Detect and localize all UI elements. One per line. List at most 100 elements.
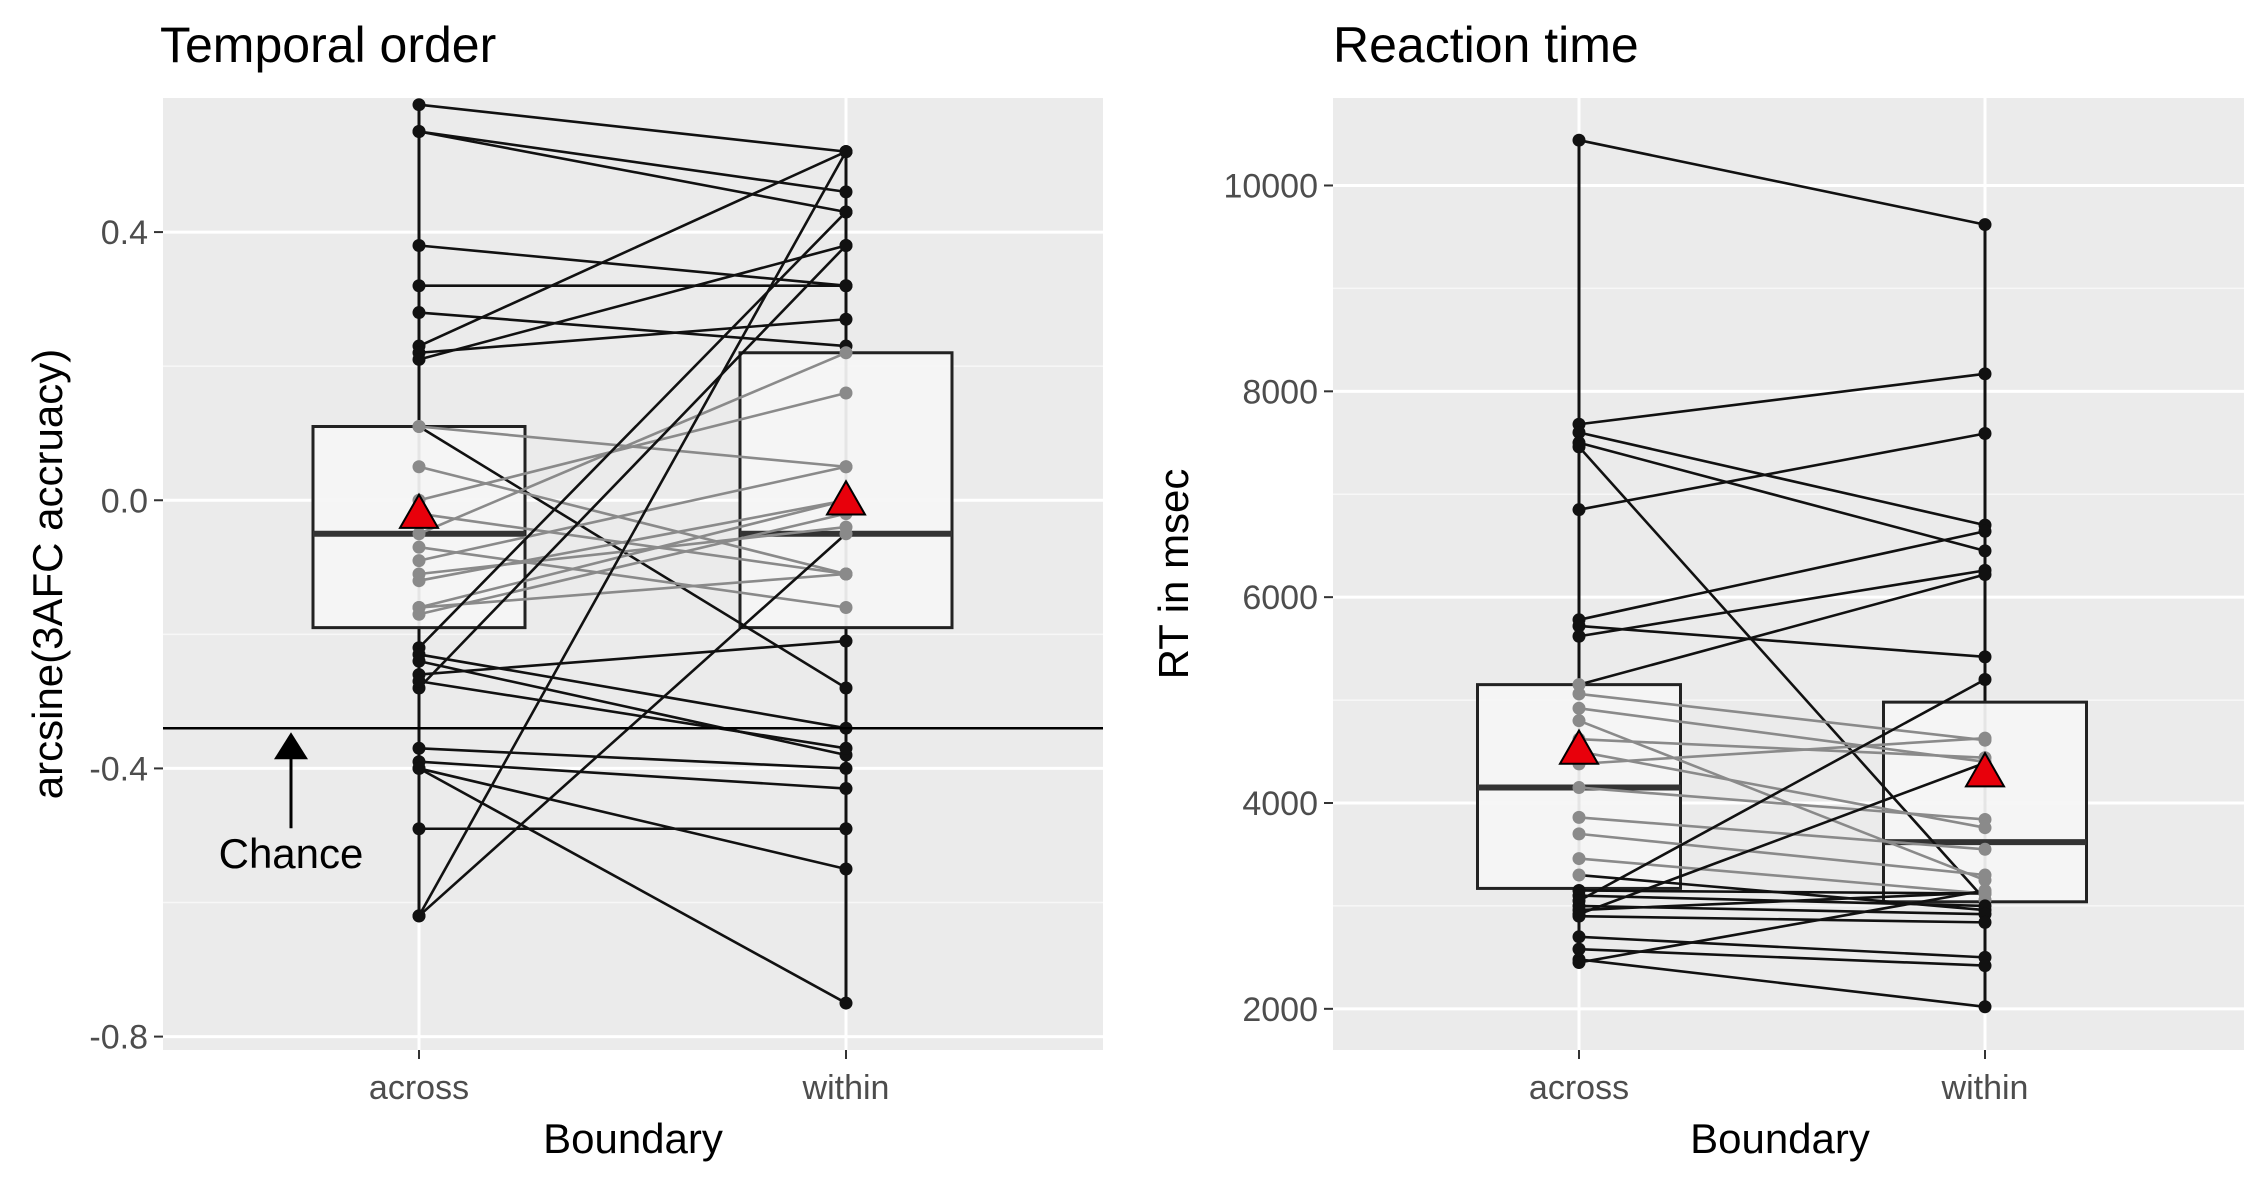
y-tick-labels: 2000 4000 6000 8000 10000 (1223, 167, 1333, 1029)
data-point (412, 125, 426, 139)
data-point (1572, 942, 1586, 956)
data-point (412, 909, 426, 923)
plot-content: Chance (163, 98, 1103, 1010)
data-point (412, 574, 426, 588)
paired-line (1578, 624, 1986, 659)
paired-line (418, 747, 847, 770)
x-axis-title: Boundary (543, 1115, 723, 1162)
data-point (1572, 678, 1586, 692)
y-axis-title: RT in msec (1150, 469, 1197, 680)
paired-line (1578, 832, 1986, 877)
data-point (839, 681, 853, 695)
paired-line (418, 572, 847, 609)
paired-line (1578, 138, 1986, 226)
paired-line (1578, 678, 1986, 902)
data-point (839, 205, 853, 219)
data-point (839, 601, 853, 615)
data-point (839, 741, 853, 755)
paired-line (418, 311, 847, 348)
y-tick-labels: -0.8 -0.4 0.0 0.4 (89, 214, 163, 1057)
plot-background (163, 98, 1103, 1050)
data-point (1978, 842, 1992, 856)
paired-line (1578, 707, 1986, 764)
data-point (1978, 544, 1992, 558)
y-tick-label: 0.0 (101, 482, 148, 520)
data-point (1572, 629, 1586, 643)
paired-line (418, 465, 847, 576)
paired-line (1578, 719, 1986, 882)
data-point (839, 460, 853, 474)
paired-line (418, 512, 847, 576)
y-tick-label: 2000 (1242, 991, 1318, 1029)
data-point (412, 306, 426, 320)
data-point (839, 386, 853, 400)
paired-line (418, 465, 847, 562)
paired-line (418, 512, 847, 616)
paired-line (417, 150, 848, 917)
data-point (1572, 133, 1586, 147)
panel-temporal-order: Temporal order Chance -0.8 -0.4 0.0 0.4 acr… (24, 17, 1103, 1162)
paired-line (418, 532, 847, 917)
data-point (1978, 427, 1992, 441)
data-point (839, 567, 853, 581)
data-point (1978, 568, 1992, 582)
data-point (839, 634, 853, 648)
paired-line (1578, 786, 1986, 821)
data-point (412, 822, 426, 836)
data-point (839, 782, 853, 796)
x-tick-label: across (369, 1069, 469, 1107)
data-point (1978, 367, 1992, 381)
data-point (839, 279, 853, 293)
paired-line (1578, 889, 1986, 964)
paired-line (418, 244, 847, 689)
y-tick-label: 6000 (1242, 579, 1318, 617)
panel-reaction-time: Reaction time 2000 4000 6000 8000 10000 acro… (1150, 17, 2244, 1162)
chart-title: Reaction time (1333, 17, 1639, 73)
y-tick-label: -0.4 (89, 750, 148, 788)
y-tick-label: 8000 (1242, 373, 1318, 411)
paired-line (1578, 947, 1986, 967)
x-tick-label: within (802, 1069, 890, 1107)
x-axis-title: Boundary (1690, 1115, 1870, 1162)
paired-line (1578, 816, 1986, 851)
paired-line (1578, 692, 1986, 742)
paired-line (418, 679, 847, 750)
x-tick-label: across (1529, 1069, 1629, 1107)
y-tick-label: 10000 (1223, 167, 1318, 205)
data-point (412, 674, 426, 688)
paired-line (1578, 432, 1986, 511)
x-tick-labels: across within (369, 1050, 890, 1107)
data-point (412, 527, 426, 541)
x-tick-labels: across within (1529, 1050, 2029, 1107)
x-tick-label: within (1941, 1069, 2029, 1107)
data-point (412, 654, 426, 668)
data-point (839, 238, 853, 252)
paired-line (1578, 431, 1986, 527)
paired-line (1578, 446, 1986, 901)
paired-line (418, 425, 847, 690)
paired-line (1578, 958, 1986, 1009)
y-tick-label: -0.8 (89, 1019, 148, 1057)
data-point (839, 185, 853, 199)
data-point (839, 862, 853, 876)
data-point (1572, 440, 1586, 454)
data-point (412, 98, 426, 112)
paired-line (418, 130, 847, 194)
data-point (1572, 701, 1586, 715)
paired-line (1578, 372, 1986, 426)
data-point (839, 312, 853, 326)
paired-line (1578, 737, 1986, 760)
y-tick-label: 4000 (1242, 785, 1318, 823)
data-point (1572, 781, 1586, 795)
data-point (1978, 883, 1992, 897)
data-point (1978, 650, 1992, 664)
paired-line (418, 498, 847, 609)
data-point (839, 527, 853, 541)
data-point (1572, 503, 1586, 517)
data-point (1572, 868, 1586, 882)
data-point (839, 822, 853, 836)
paired-line (418, 150, 847, 348)
paired-line (418, 653, 847, 730)
paired-line (1578, 891, 1986, 912)
data-point (412, 761, 426, 775)
